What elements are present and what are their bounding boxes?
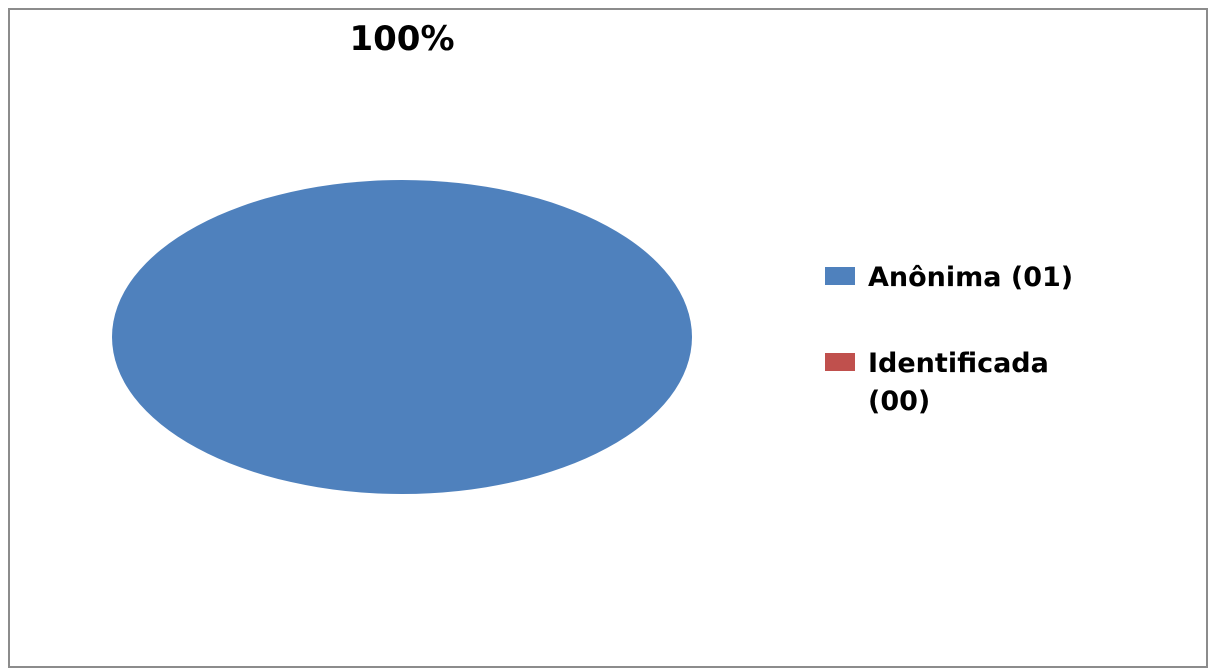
pie-slices [112,180,692,494]
pie-slice-an-nima-01 [112,180,692,494]
legend-swatch-identificada [825,353,855,371]
data-label-anonima: 100% [349,19,454,59]
legend-swatch-anonima [825,267,855,285]
legend-label-anonima: Anônima (01) [868,262,1073,293]
legend: Anônima (01) Identificada (00) [825,262,1073,417]
legend-label-identificada-count: (00) [868,386,930,417]
legend-label-identificada: Identificada [868,348,1049,379]
